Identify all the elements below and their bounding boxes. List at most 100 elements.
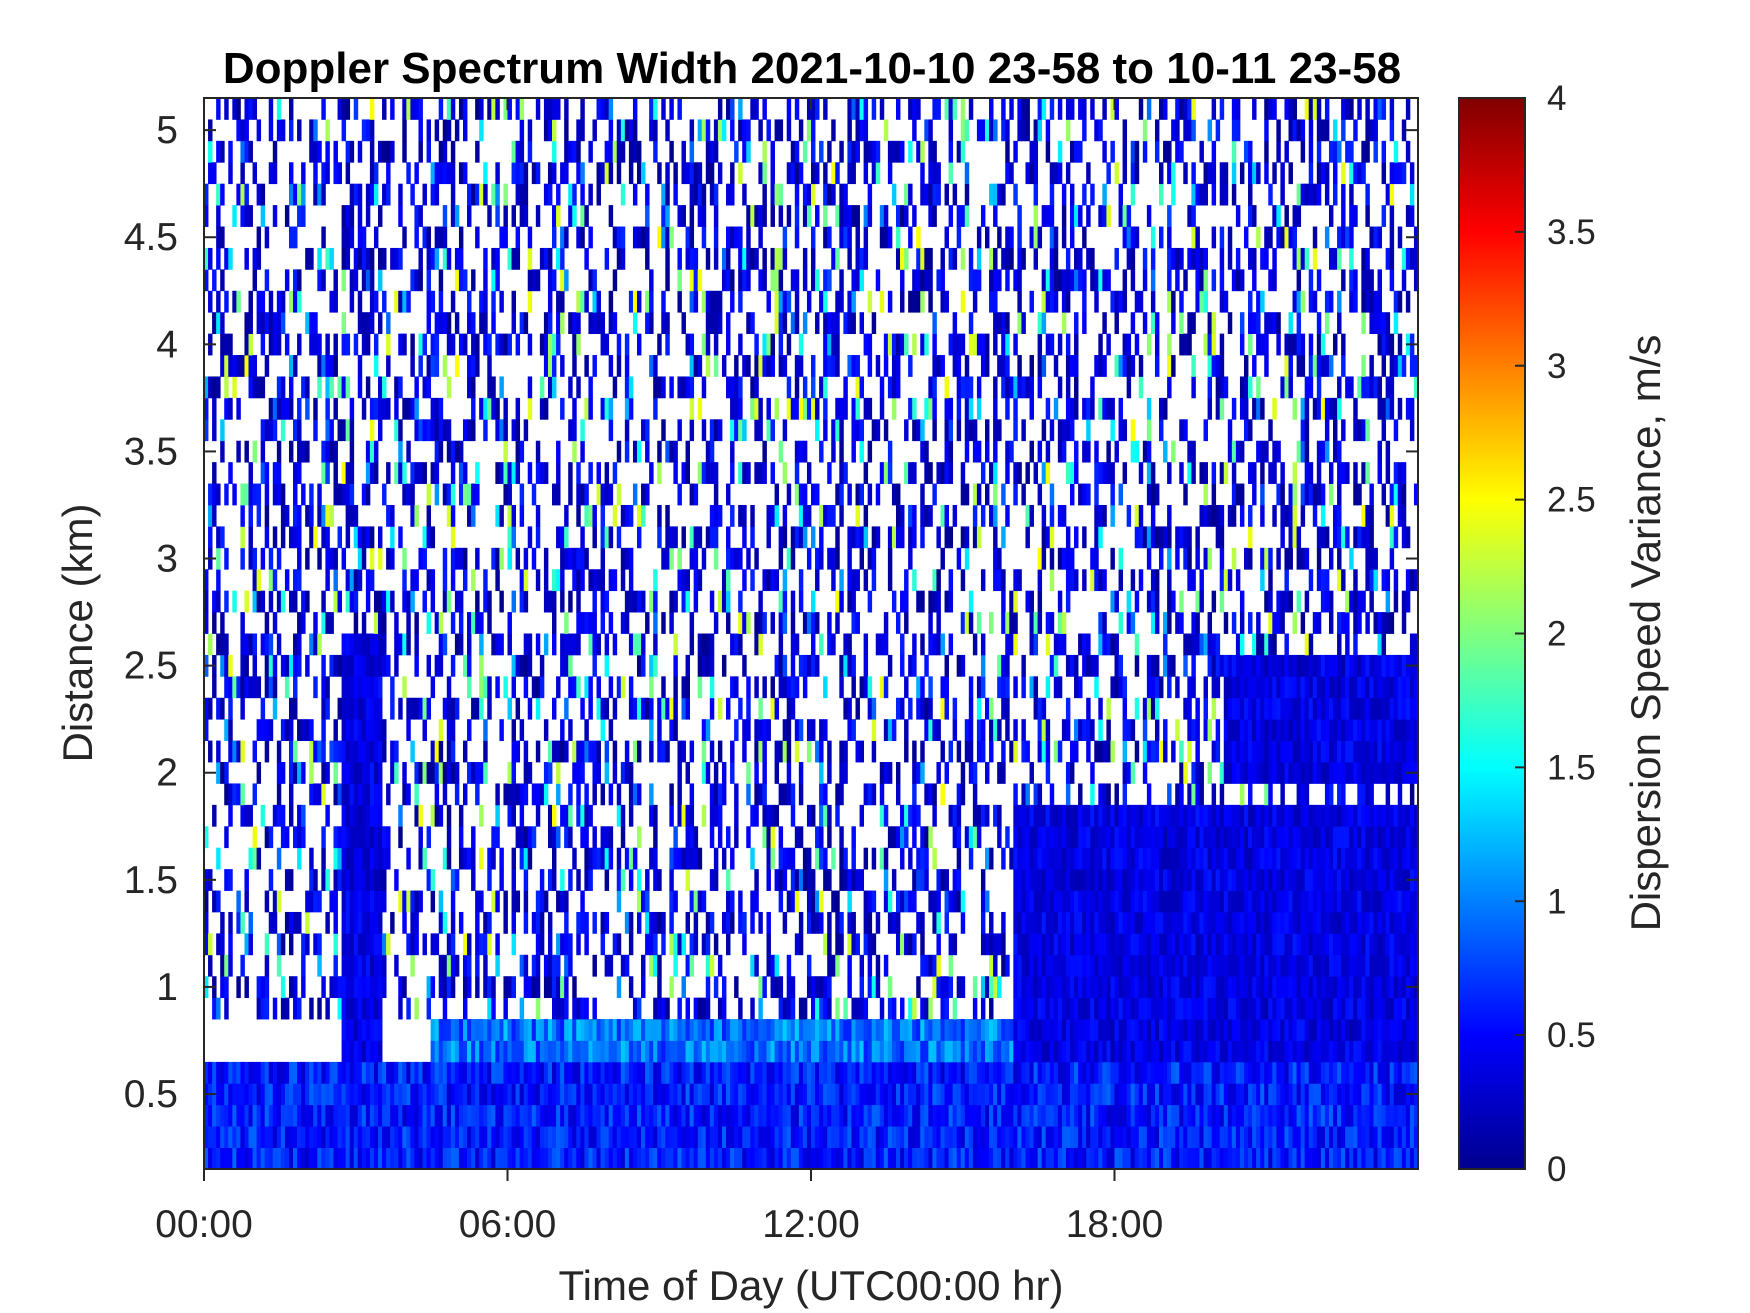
heatmap-cell — [608, 312, 614, 335]
heatmap-cell — [204, 911, 209, 934]
heatmap-cell — [547, 1040, 553, 1063]
heatmap-cell — [904, 462, 909, 484]
heatmap-cell — [576, 740, 581, 763]
heatmap-cell — [734, 397, 739, 420]
heatmap-cell — [244, 355, 249, 377]
heatmap-cell — [317, 1104, 322, 1127]
heatmap-cell — [495, 954, 500, 977]
heatmap-cell — [487, 355, 492, 377]
heatmap-cell — [762, 162, 767, 185]
heatmap-cell — [859, 269, 865, 292]
heatmap-cell — [284, 1061, 290, 1084]
heatmap-cell — [204, 933, 209, 956]
heatmap-cell — [811, 1147, 816, 1170]
heatmap-cell — [280, 119, 286, 142]
heatmap-cell — [284, 269, 290, 292]
heatmap-cell — [556, 933, 561, 956]
heatmap-cell — [968, 397, 974, 420]
heatmap-cell — [778, 976, 784, 999]
heatmap-cell — [357, 911, 363, 934]
heatmap-cell — [499, 547, 504, 570]
heatmap-cell — [600, 847, 606, 870]
heatmap-cell — [879, 997, 885, 1020]
heatmap-cell — [855, 1040, 860, 1063]
heatmap-cell — [414, 911, 419, 934]
heatmap-cell — [353, 869, 359, 891]
heatmap-cell — [309, 1104, 314, 1127]
heatmap-cell — [798, 397, 804, 420]
heatmap-cell — [288, 119, 294, 142]
heatmap-cell — [333, 1126, 338, 1148]
heatmap-cell — [806, 183, 812, 206]
heatmap-cell — [802, 247, 808, 270]
heatmap-cell — [972, 783, 978, 806]
heatmap-cell — [212, 419, 217, 442]
heatmap-cell — [871, 526, 877, 549]
heatmap-cell — [454, 783, 460, 806]
heatmap-cell — [442, 226, 448, 249]
heatmap-cell — [240, 612, 245, 634]
heatmap-cell — [649, 290, 654, 313]
heatmap-cell — [276, 462, 282, 484]
heatmap-cell — [446, 697, 452, 720]
heatmap-cell — [438, 954, 444, 977]
heatmap-cell — [333, 483, 338, 506]
heatmap-cell — [564, 954, 569, 977]
heatmap-cell — [920, 869, 925, 891]
heatmap-cell — [960, 290, 966, 313]
heatmap-cell — [592, 762, 597, 784]
heatmap-cell — [887, 1126, 893, 1148]
heatmap-cell — [806, 719, 812, 741]
heatmap-cell — [782, 1126, 788, 1148]
heatmap-cell — [462, 933, 468, 956]
heatmap-cell — [766, 1104, 771, 1127]
heatmap-cell — [527, 290, 533, 313]
heatmap-cell — [912, 419, 917, 442]
heatmap-cell — [450, 547, 456, 570]
heatmap-cell — [568, 205, 573, 227]
heatmap-cell — [576, 504, 581, 527]
heatmap-cell — [580, 1104, 585, 1127]
heatmap-cell — [851, 569, 856, 592]
heatmap-cell — [673, 1083, 678, 1106]
heatmap-cell — [806, 1147, 812, 1170]
heatmap-cell — [717, 1126, 723, 1148]
heatmap-cell — [357, 312, 363, 335]
heatmap-cell — [730, 547, 735, 570]
heatmap-cell — [264, 826, 270, 849]
heatmap-cell — [831, 547, 836, 570]
heatmap-cell — [758, 612, 763, 634]
heatmap-cell — [713, 140, 719, 163]
heatmap-cell — [402, 633, 407, 656]
heatmap-cell — [422, 847, 427, 870]
heatmap-cell — [657, 1147, 662, 1170]
heatmap-cell — [568, 783, 573, 806]
heatmap-cell — [867, 183, 873, 206]
heatmap-cell — [960, 98, 966, 120]
heatmap-cell — [268, 569, 274, 592]
heatmap-cell — [325, 419, 330, 442]
heatmap-cell — [770, 1147, 775, 1170]
heatmap-cell — [713, 783, 719, 806]
heatmap-cell — [871, 1019, 877, 1041]
heatmap-cell — [713, 1083, 719, 1106]
heatmap-cell — [843, 997, 848, 1020]
heatmap-cell — [726, 483, 731, 506]
heatmap-cell — [754, 633, 759, 656]
heatmap-cell — [458, 462, 464, 484]
heatmap-cell — [317, 247, 322, 270]
heatmap-cell — [297, 911, 302, 934]
heatmap-cell — [592, 826, 597, 849]
heatmap-cell — [827, 826, 832, 849]
heatmap-cell — [657, 504, 662, 527]
heatmap-cell — [867, 1040, 873, 1063]
heatmap-cell — [248, 462, 253, 484]
heatmap-cell — [645, 869, 650, 891]
heatmap-cell — [232, 1147, 237, 1170]
heatmap-cell — [422, 762, 427, 784]
heatmap-cell — [341, 740, 347, 763]
heatmap-cell — [657, 997, 662, 1020]
heatmap-cell — [721, 1126, 727, 1148]
heatmap-cell — [410, 1061, 415, 1084]
heatmap-cell — [693, 162, 699, 185]
